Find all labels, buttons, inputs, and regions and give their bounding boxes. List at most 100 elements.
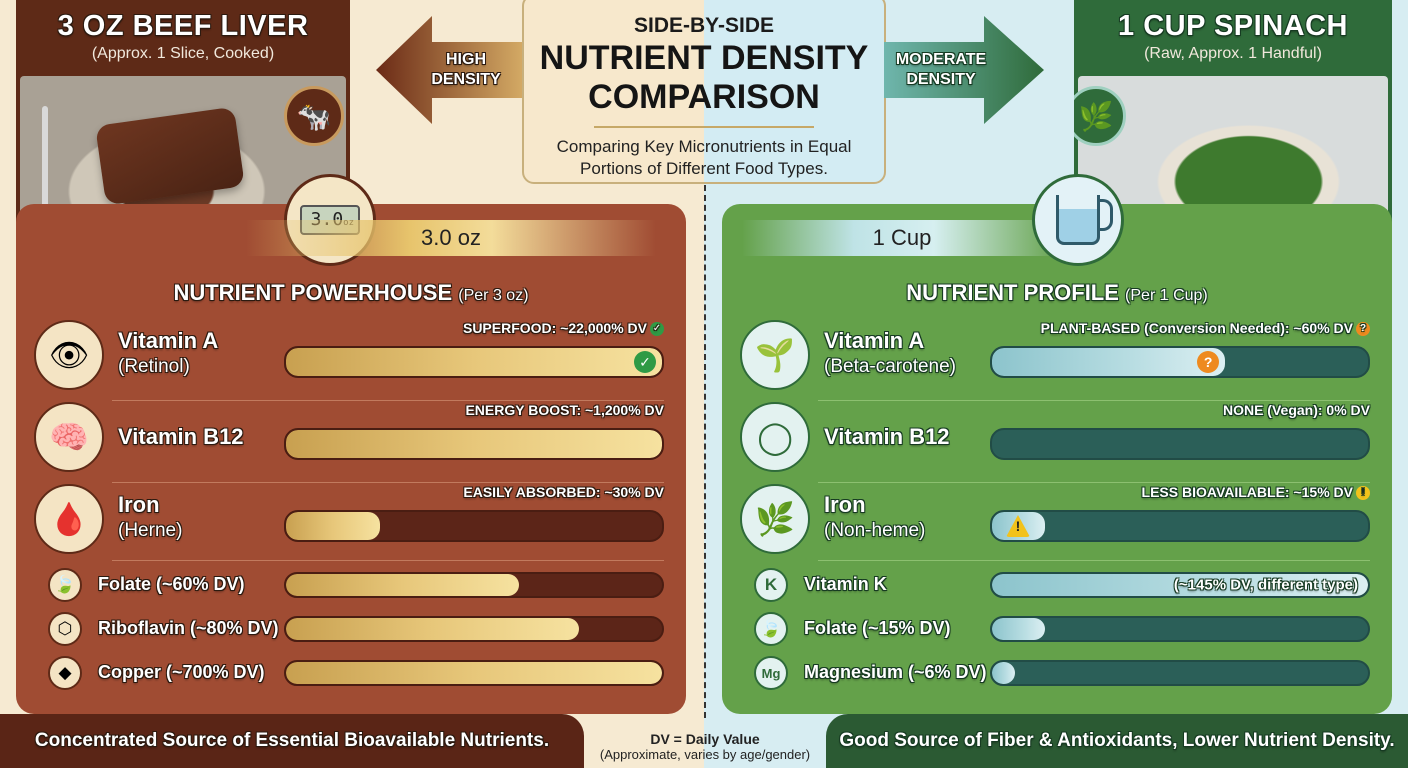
- liver-section-title: NUTRIENT POWERHOUSE (Per 3 oz): [173, 280, 529, 305]
- title-desc-line2: Portions of Different Food Types.: [580, 159, 828, 178]
- liver-title: 3 OZ BEEF LIVER: [57, 10, 309, 42]
- title-rule: [594, 126, 814, 128]
- liver-serving-label: 3.0 oz: [246, 220, 656, 256]
- dv-bar-fill: [286, 430, 662, 458]
- dv-label: SUPERFOOD: ~22,000% DV ✓: [463, 320, 664, 337]
- spinach-section-title: NUTRIENT PROFILE (Per 1 Cup): [906, 280, 1208, 305]
- copper-nugget-icon: ◆: [48, 656, 82, 690]
- arrow-right-line1: MODERATE: [895, 51, 987, 68]
- row-divider: [112, 482, 664, 483]
- nutrient-sub: (Non-heme): [824, 520, 926, 541]
- leaf-icon: 🍃: [754, 612, 788, 646]
- spinach-title: 1 CUP SPINACH: [1118, 10, 1348, 42]
- dv-bar: [990, 428, 1370, 460]
- title-box: SIDE-BY-SIDE NUTRIENT DENSITY COMPARISON…: [522, 0, 886, 184]
- liver-subtitle: (Approx. 1 Slice, Cooked): [91, 45, 275, 62]
- nutrient-label: Vitamin K: [804, 574, 887, 594]
- dv-label: NONE (Vegan): 0% DV: [1222, 402, 1370, 418]
- dv-label: LESS BIOAVAILABLE: ~15% DV!: [1142, 484, 1370, 501]
- liver-slice-image: [95, 106, 245, 206]
- dv-footnote: DV = Daily Value (Approximate, varies by…: [584, 731, 826, 762]
- nutrient-name: Iron: [824, 492, 866, 517]
- liver-row-iron: 🩸 Iron (Herne) EASILY ABSORBED: ~30% DV: [34, 484, 664, 556]
- liver-row-vitamin-b12: 🧠 Vitamin B12 ENERGY BOOST: ~1,200% DV: [34, 402, 664, 474]
- nutrient-name: Vitamin A: [118, 328, 219, 353]
- dv-bar-fill: [286, 618, 580, 640]
- sprout-icon: 🌿: [1074, 86, 1126, 146]
- plant-roots-icon: 🌿: [740, 484, 810, 554]
- dv-bar-fill: [286, 574, 520, 596]
- question-icon: ?: [1356, 322, 1370, 337]
- liver-row-folate: 🍃 Folate (~60% DV): [34, 566, 664, 606]
- dv-label: EASILY ABSORBED: ~30% DV: [463, 484, 664, 500]
- dv-bar-fill: [286, 662, 662, 684]
- dv-bar: [990, 616, 1370, 642]
- nutrient-name: Vitamin B12: [824, 424, 950, 449]
- question-circle-icon: ?: [1197, 351, 1220, 373]
- dv-bar: [284, 510, 664, 542]
- arrow-left-line2: DENSITY: [431, 71, 501, 88]
- measuring-cup-icon: [1032, 174, 1124, 266]
- dv-bar-fill: [992, 348, 1226, 376]
- spinach-serving-label: 1 Cup: [742, 220, 1062, 256]
- fork-icon: [42, 106, 48, 236]
- nutrient-name: Vitamin A: [824, 328, 925, 353]
- moderate-density-arrow: MODERATE DENSITY: [884, 16, 1044, 124]
- row-divider: [818, 482, 1370, 483]
- nutrient-label: Riboflavin (~80% DV): [98, 618, 279, 638]
- blood-cell-icon: 🩸: [34, 484, 104, 554]
- row-divider: [818, 560, 1370, 561]
- dv-label: ENERGY BOOST: ~1,200% DV: [465, 402, 664, 418]
- nutrient-label: Copper (~700% DV): [98, 662, 265, 682]
- row-divider: [112, 400, 664, 401]
- dv-bar-fill: [992, 662, 1015, 684]
- dv-footnote-line2: (Approximate, varies by age/gender): [599, 747, 811, 762]
- dv-bar: [284, 428, 664, 460]
- liver-nutrient-panel: 3.0oz 3.0 oz NUTRIENT POWERHOUSE (Per 3 …: [16, 174, 686, 714]
- nutrient-sub: (Retinol): [118, 356, 190, 377]
- dv-bar: (~145% DV, different type): [990, 572, 1370, 598]
- bar-inline-text: (~145% DV, different type): [1173, 576, 1358, 594]
- spinach-row-folate: 🍃 Folate (~15% DV): [740, 610, 1370, 650]
- nutrient-name: Iron: [118, 492, 160, 517]
- liver-row-riboflavin: ⬡ Riboflavin (~80% DV): [34, 610, 664, 650]
- arrow-left-icon: [376, 16, 522, 124]
- dv-bar-fill: [286, 348, 662, 376]
- dv-footnote-line1: DV = Daily Value: [650, 731, 760, 747]
- title-kicker: SIDE-BY-SIDE: [633, 14, 775, 37]
- liver-footer: Concentrated Source of Essential Bioavai…: [0, 714, 584, 768]
- check-circle-icon: ✓: [634, 351, 656, 373]
- spinach-subtitle: (Raw, Approx. 1 Handful): [1144, 45, 1322, 62]
- nutrient-label: Magnesium (~6% DV): [804, 662, 987, 682]
- brain-icon: 🧠: [34, 402, 104, 472]
- dv-bar: [284, 572, 664, 598]
- title-desc-line1: Comparing Key Micronutrients in Equal: [556, 137, 852, 156]
- dv-bar: [284, 660, 664, 686]
- spinach-nutrient-panel: 1 Cup NUTRIENT PROFILE (Per 1 Cup) 🌱 Vit…: [722, 174, 1392, 714]
- dv-bar: ✓: [284, 346, 664, 378]
- leaf-icon: 🌱: [740, 320, 810, 390]
- row-divider: [112, 560, 664, 561]
- spinach-row-iron: 🌿 Iron (Non-heme) LESS BIOAVAILABLE: ~15%…: [740, 484, 1370, 556]
- dv-bar: [284, 616, 664, 642]
- dv-bar-fill: [992, 618, 1045, 640]
- high-density-arrow: HIGH DENSITY: [376, 16, 522, 124]
- nutrient-sub: (Beta-carotene): [824, 356, 957, 377]
- check-icon: ✓: [650, 322, 664, 337]
- warning-icon: !: [1356, 486, 1370, 501]
- title-line2: COMPARISON: [588, 78, 820, 116]
- dv-bar-fill: [992, 574, 1368, 596]
- spinach-row-vitamin-b12: ◯ Vitamin B12 NONE (Vegan): 0% DV: [740, 402, 1370, 474]
- dv-label: PLANT-BASED (Conversion Needed): ~60% DV…: [1041, 320, 1370, 337]
- arrow-right-line2: DENSITY: [906, 71, 976, 88]
- nutrient-label: Folate (~15% DV): [804, 618, 951, 638]
- title-line1: NUTRIENT DENSITY: [539, 39, 869, 77]
- nutrient-sub: (Herne): [118, 520, 183, 541]
- spinach-row-magnesium: Mg Magnesium (~6% DV): [740, 654, 1370, 694]
- arrow-right-icon: [884, 16, 1044, 124]
- dv-bar: [990, 660, 1370, 686]
- cell-icon: ◯: [740, 402, 810, 472]
- dv-bar: !: [990, 510, 1370, 542]
- liver-row-copper: ◆ Copper (~700% DV): [34, 654, 664, 694]
- spinach-row-vitamin-k: K Vitamin K (~145% DV, different type): [740, 566, 1370, 606]
